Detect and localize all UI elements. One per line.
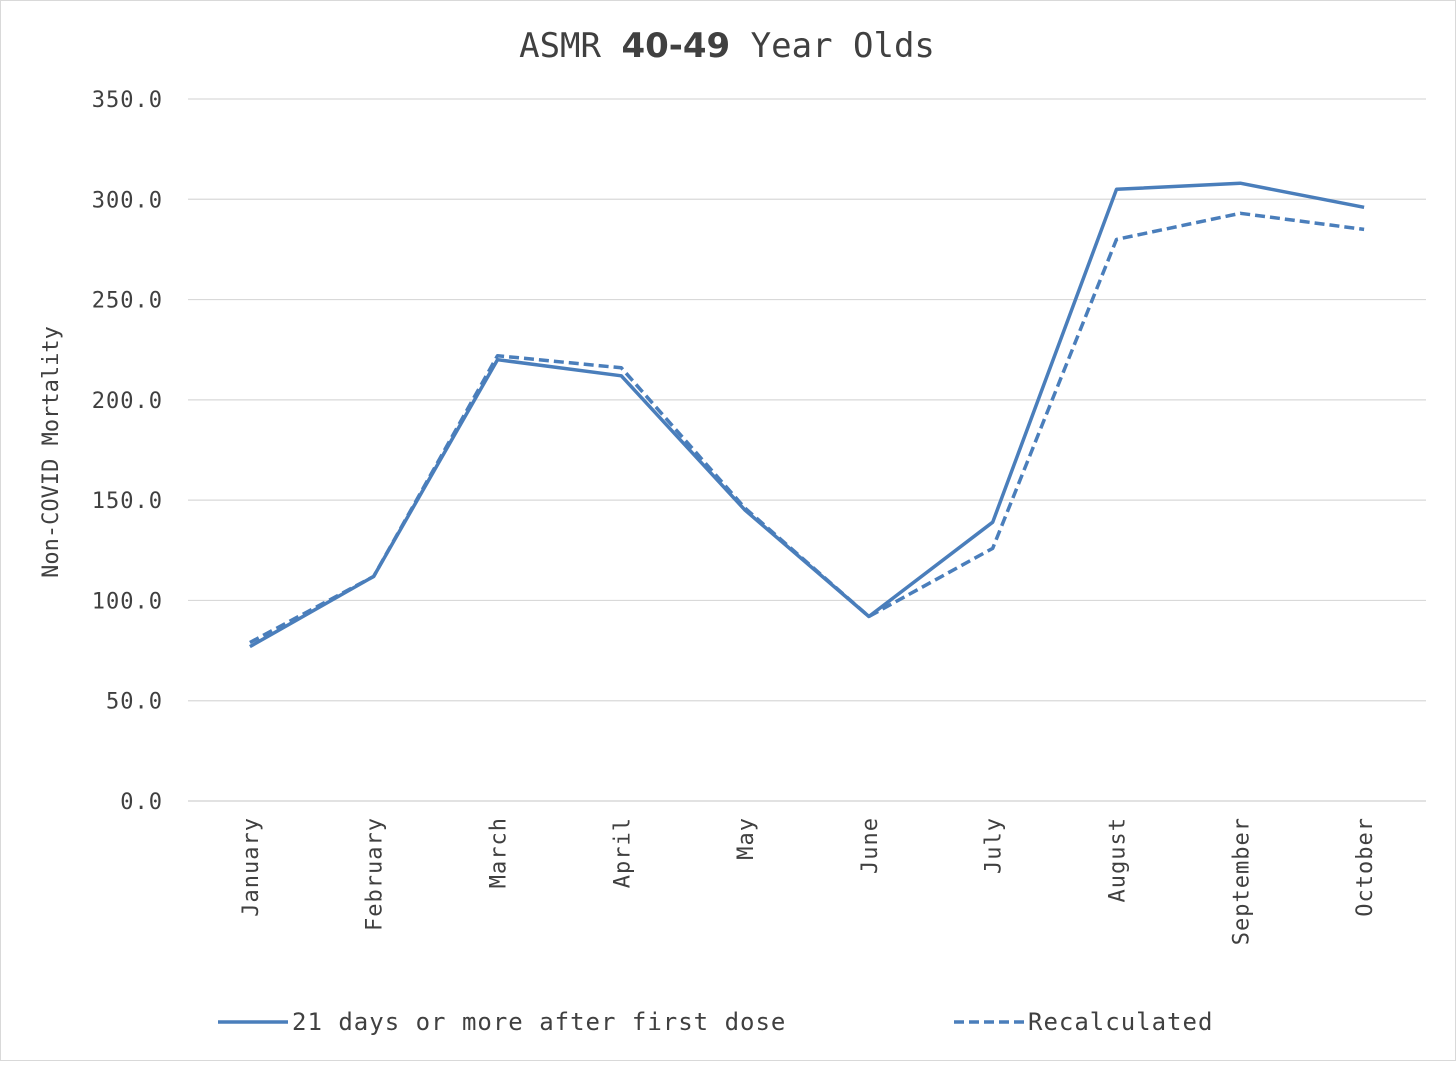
chart-title-part-2: 40-49 — [621, 26, 730, 66]
chart-title-part-3: Year Olds — [730, 26, 935, 66]
x-tick-label: March — [487, 817, 512, 888]
x-tick-label: January — [239, 817, 264, 917]
legend: 21 days or more after first dose Recalcul… — [218, 1008, 1213, 1036]
y-axis-ticks: 0.0 50.0 100.0 150.0 200.0 250.0 300.0 350.0 — [92, 88, 163, 815]
x-axis-ticks: January February March April May June July Augu… — [239, 817, 1378, 945]
y-tick-label: 200.0 — [92, 389, 163, 414]
chart-title: ASMR 40-49 Year Olds — [519, 26, 935, 66]
y-tick-label: 250.0 — [92, 289, 163, 314]
y-tick-label: 0.0 — [120, 790, 163, 815]
y-axis-title: Non-COVID Mortality — [39, 326, 64, 578]
x-tick-label: May — [734, 817, 759, 860]
y-tick-label: 100.0 — [92, 589, 163, 614]
series-lines — [249, 181, 1365, 649]
y-tick-label: 350.0 — [92, 88, 163, 113]
x-tick-label: September — [1229, 817, 1254, 945]
x-tick-label: October — [1353, 817, 1378, 917]
legend-label-1: 21 days or more after first dose — [292, 1008, 786, 1036]
series-line-1 — [249, 181, 1365, 649]
x-tick-label: February — [363, 817, 388, 931]
y-tick-label: 150.0 — [92, 489, 163, 514]
y-tick-label: 50.0 — [106, 690, 163, 715]
series-line-2 — [249, 211, 1365, 645]
legend-label-2: Recalculated — [1028, 1008, 1213, 1036]
y-tick-label: 300.0 — [92, 188, 163, 213]
gridlines — [188, 98, 1426, 802]
chart-title-part-1: ASMR — [519, 26, 621, 66]
x-tick-label: August — [1106, 817, 1131, 902]
x-tick-label: July — [982, 817, 1007, 874]
x-tick-label: June — [858, 817, 883, 874]
x-tick-label: April — [610, 817, 635, 888]
